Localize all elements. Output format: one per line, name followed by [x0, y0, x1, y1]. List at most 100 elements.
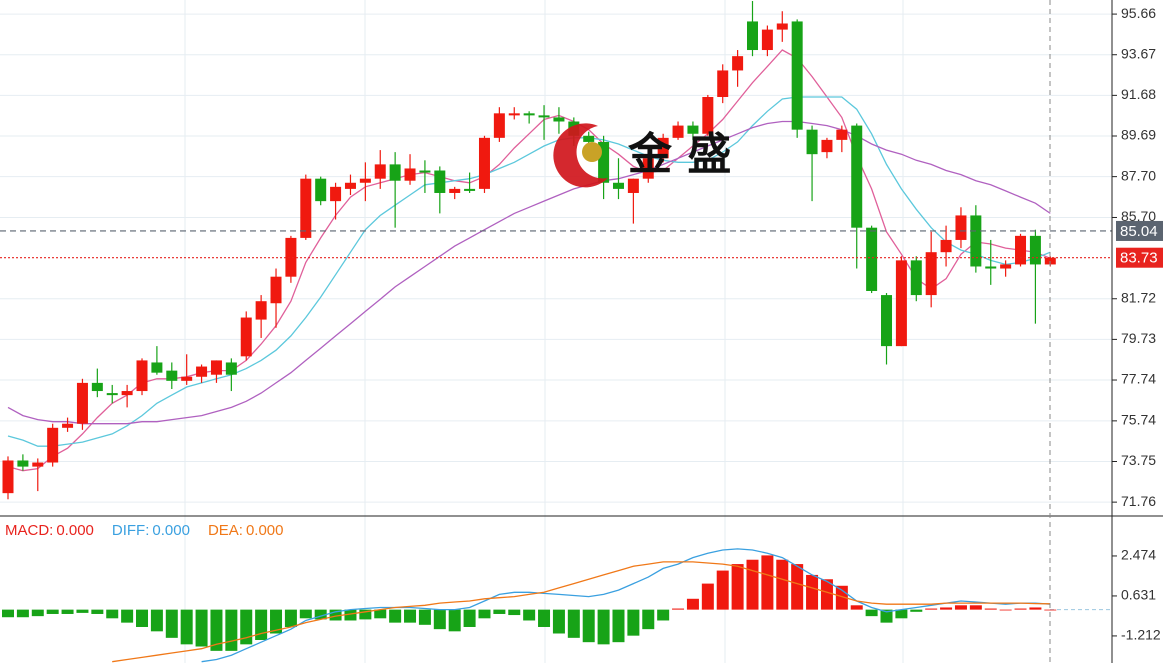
- candle-body: [225, 362, 237, 375]
- candle-body: [493, 113, 505, 138]
- macd-bar: [746, 559, 759, 610]
- candle-body: [240, 317, 252, 357]
- macd-bar: [806, 574, 819, 610]
- candle-body: [910, 260, 922, 296]
- macd-bar: [91, 609, 104, 614]
- watermark: 金 盛: [553, 123, 731, 188]
- macd-bar: [284, 609, 297, 627]
- macd-bar: [567, 609, 580, 638]
- macd-bar: [225, 609, 238, 651]
- macd-bar: [1029, 607, 1042, 610]
- candle-body: [895, 260, 907, 347]
- candle-body: [359, 178, 371, 183]
- legend-label: DIFF:: [112, 522, 150, 539]
- y-tick-label: 0.631: [1121, 587, 1156, 603]
- y-tick-label: -1.212: [1121, 627, 1161, 643]
- legend-value: 0.000: [152, 522, 190, 539]
- macd-bar: [106, 609, 119, 619]
- macd-bar: [776, 559, 789, 610]
- macd-bar: [940, 607, 953, 610]
- candle-body: [315, 178, 327, 202]
- macd-bar: [1044, 609, 1057, 611]
- macd-bar: [672, 608, 685, 610]
- macd-bar: [716, 570, 729, 610]
- macd-bar: [627, 609, 640, 636]
- macd-bar: [76, 609, 89, 613]
- candle-body: [776, 23, 788, 30]
- macd-bar: [850, 605, 863, 610]
- macd-bar: [418, 609, 431, 625]
- indicator-line: [201, 548, 1051, 663]
- macd-bar: [493, 609, 506, 614]
- candle-body: [598, 141, 610, 183]
- macd-bar: [240, 609, 253, 645]
- macd-bar: [329, 609, 342, 621]
- candle-body: [657, 137, 669, 159]
- candle-body: [32, 462, 44, 467]
- macd-bar: [31, 609, 44, 617]
- candle-body: [181, 376, 193, 381]
- candle-body: [821, 139, 833, 153]
- price-pane: [0, 1, 1112, 500]
- candle-body: [672, 125, 684, 138]
- candle-body: [955, 215, 967, 240]
- candle-body: [136, 360, 148, 392]
- candle-body: [732, 56, 744, 71]
- candle-body: [642, 158, 654, 179]
- macd-bar: [46, 609, 59, 614]
- macd-bar: [255, 609, 268, 641]
- candle-body: [285, 237, 297, 277]
- macd-bar: [478, 609, 491, 619]
- macd-bar: [597, 609, 610, 645]
- macd-bar: [2, 609, 14, 618]
- macd-bar: [731, 564, 744, 610]
- macd-bar: [165, 609, 178, 638]
- macd-bar: [954, 605, 967, 610]
- candle-body: [627, 178, 639, 193]
- candle-body: [270, 276, 282, 304]
- y-tick-label: 85.70: [1121, 208, 1156, 224]
- macd-bar: [984, 608, 997, 610]
- macd-bar: [433, 609, 446, 630]
- macd-bar: [299, 609, 312, 619]
- y-tick-label: 77.74: [1121, 371, 1156, 387]
- macd-bar: [1014, 608, 1027, 610]
- y-tick-label: 89.69: [1121, 127, 1156, 143]
- candle-body: [866, 227, 878, 291]
- candle-body: [478, 137, 490, 189]
- macd-bar: [895, 609, 908, 619]
- candle-body: [404, 168, 416, 181]
- macd-bar: [61, 609, 74, 614]
- price-label-box: [1116, 220, 1163, 241]
- candle-body: [389, 164, 401, 181]
- macd-bar: [552, 609, 565, 634]
- macd-bar: [404, 609, 417, 623]
- candle-body: [330, 186, 342, 202]
- y-tick-label: 93.67: [1121, 45, 1156, 61]
- y-tick-label: 87.70: [1121, 167, 1156, 183]
- candle-body: [210, 360, 222, 375]
- candle-body: [121, 391, 133, 396]
- macd-bar: [642, 609, 655, 630]
- candle-body: [806, 129, 818, 155]
- macd-bar: [820, 579, 833, 610]
- y-tick-label: 91.68: [1121, 86, 1156, 102]
- macd-bar: [910, 609, 923, 612]
- macd-bar: [701, 583, 714, 610]
- price-label: 85.04: [1120, 223, 1158, 240]
- grid: [0, 0, 1112, 663]
- candle-body: [612, 182, 624, 189]
- candle-body: [925, 252, 937, 296]
- macd-bar: [136, 609, 149, 627]
- candle-body: [553, 117, 565, 122]
- candle-body: [76, 382, 88, 424]
- candle-body: [523, 113, 535, 116]
- indicator-line: [7, 120, 1051, 425]
- candle-body: [508, 113, 520, 116]
- macd-bar: [969, 605, 982, 610]
- macd-bar: [523, 609, 536, 621]
- candle-body: [881, 295, 893, 347]
